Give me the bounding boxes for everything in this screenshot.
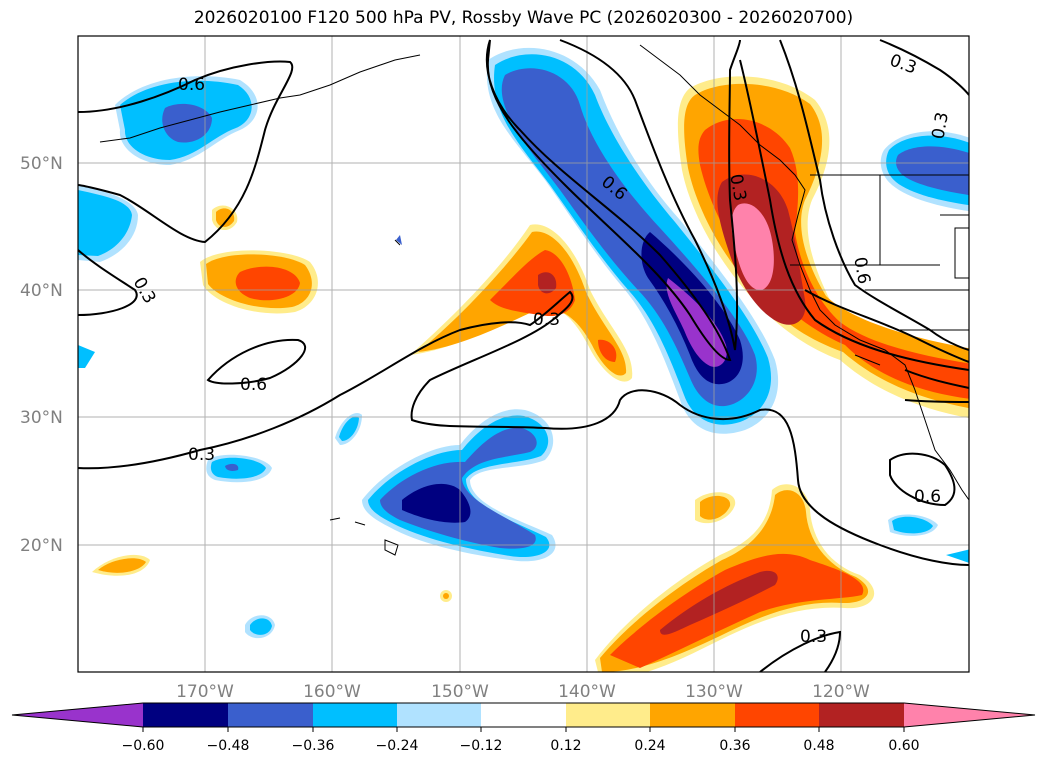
colorbar: −0.60 −0.48 −0.36 −0.24 −0.12 0.12 0.24 … <box>11 702 1036 754</box>
colorbar-tick-label: 0.12 <box>550 738 581 754</box>
lat-label: 20°N <box>20 536 63 556</box>
colorbar-tick-label: −0.36 <box>292 738 335 754</box>
colorbar-segment <box>566 703 650 727</box>
lon-label: 160°W <box>303 682 361 702</box>
colorbar-extend-high <box>904 703 1035 727</box>
colorbar-tick-label: −0.60 <box>122 738 165 754</box>
lon-label: 150°W <box>431 682 489 702</box>
pv-contours <box>78 39 969 672</box>
colorbar-tick-label: 0.36 <box>719 738 750 754</box>
graticule <box>78 36 969 672</box>
contour-labels: 0.6 0.3 0.6 0.3 0.6 0.3 0.3 0.6 0.3 0.3 … <box>129 50 953 647</box>
lon-label: 170°W <box>176 682 234 702</box>
contour-label: 0.3 <box>928 111 952 141</box>
contour-label: 0.6 <box>914 487 941 507</box>
colorbar-segment <box>481 703 566 727</box>
colorbar-tick-label: 0.24 <box>634 738 665 754</box>
contour-label: 0.6 <box>178 75 205 95</box>
lon-label: 120°W <box>812 682 870 702</box>
contour-label: 0.3 <box>725 173 749 203</box>
lat-label: 30°N <box>20 408 63 428</box>
colorbar-tick-label: −0.24 <box>376 738 419 754</box>
colorbar-tick-label: 0.60 <box>888 738 919 754</box>
lon-label: 140°W <box>558 682 616 702</box>
colorbar-segment <box>228 703 313 727</box>
map-frame <box>77 35 970 673</box>
longitude-labels: 170°W 160°W 150°W 140°W 130°W 120°W <box>176 682 870 702</box>
colorbar-extend-low <box>12 703 143 727</box>
map-title: 2026020100 F120 500 hPa PV, Rossby Wave … <box>193 8 854 28</box>
contour-label: 0.3 <box>533 310 560 330</box>
colorbar-tick-label: −0.48 <box>207 738 250 754</box>
colorbar-segment <box>819 703 904 727</box>
coastlines <box>99 44 969 556</box>
lat-label: 40°N <box>20 281 63 301</box>
contour-label: 0.6 <box>849 256 873 286</box>
latitude-labels: 50°N 40°N 30°N 20°N <box>20 154 63 556</box>
colorbar-segment <box>650 703 735 727</box>
colorbar-segment <box>397 703 481 727</box>
colorbar-segment <box>735 703 819 727</box>
colorbar-tick-label: 0.48 <box>803 738 834 754</box>
lat-label: 50°N <box>20 154 63 174</box>
colorbar-segment <box>143 703 228 727</box>
colorbar-tick-label: −0.12 <box>460 738 503 754</box>
contour-label: 0.6 <box>240 375 267 395</box>
contour-label: 0.3 <box>800 627 827 647</box>
colorbar-segment <box>313 703 397 727</box>
lon-label: 130°W <box>685 682 743 702</box>
contour-label: 0.3 <box>188 445 215 465</box>
